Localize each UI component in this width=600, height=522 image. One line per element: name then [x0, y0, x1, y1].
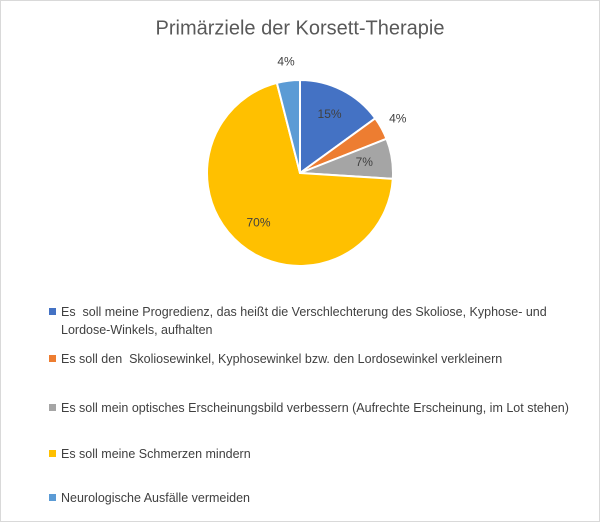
legend-entry: Es soll mein optisches Erscheinungsbild …	[49, 399, 571, 417]
legend-entry: Es soll meine Progredienz, das heißt die…	[49, 303, 571, 339]
data-label: 70%	[246, 215, 270, 229]
data-label: 4%	[389, 111, 407, 125]
legend-label: Es soll meine Progredienz, das heißt die…	[61, 305, 551, 337]
legend-swatch	[49, 355, 56, 362]
legend-label: Es soll mein optisches Erscheinungsbild …	[61, 401, 569, 415]
legend-label: Es soll meine Schmerzen mindern	[61, 447, 251, 461]
legend-swatch	[49, 308, 56, 315]
data-label: 7%	[356, 155, 374, 169]
legend-swatch	[49, 494, 56, 501]
legend-entry: Neurologische Ausfälle vermeiden	[49, 489, 571, 507]
chart-title: Primärziele der Korsett-Therapie	[156, 17, 445, 39]
data-label: 4%	[277, 54, 295, 68]
pie-slice	[299, 78, 377, 175]
pie-slice	[275, 78, 301, 174]
legend-entry: Es soll den Skoliosewinkel, Kyphosewinke…	[49, 350, 571, 368]
legend-label: Neurologische Ausfälle vermeiden	[61, 491, 250, 505]
legend-swatch	[49, 450, 56, 457]
pie-area: Primärziele der Korsett-Therapie 15% 4% 7%…	[156, 17, 445, 267]
legend-label: Es soll den Skoliosewinkel, Kyphosewinke…	[61, 352, 503, 366]
pie-slice	[206, 81, 394, 267]
legend-swatch	[49, 404, 56, 411]
data-label: 15%	[318, 107, 342, 121]
legend-entry: Es soll meine Schmerzen mindern	[49, 445, 571, 463]
